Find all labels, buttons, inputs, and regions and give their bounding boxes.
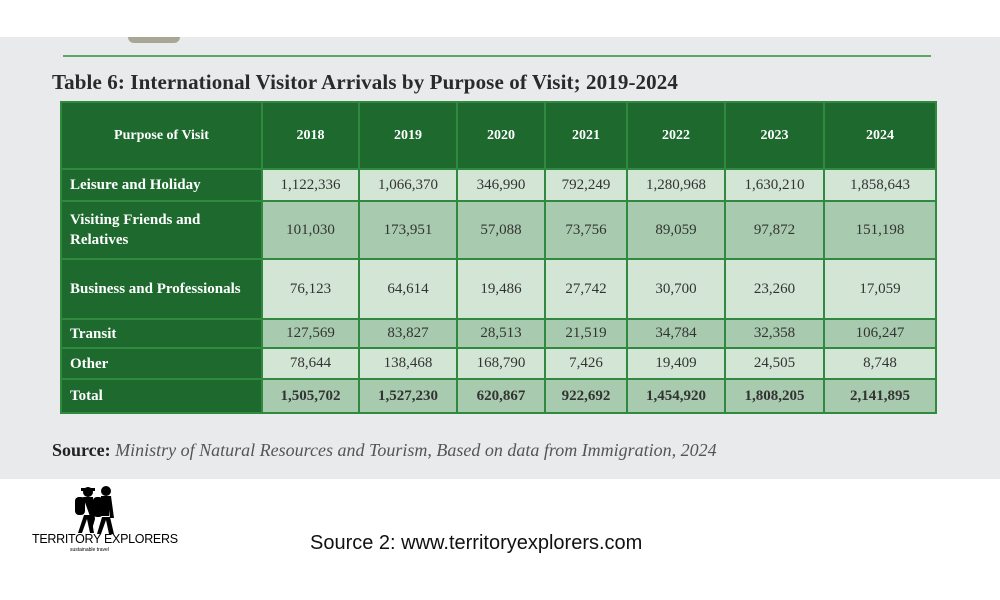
column-header: 2024 — [825, 103, 935, 168]
table-cell: 2,141,895 — [825, 380, 935, 412]
table-row: Total 1,505,702 1,527,230 620,867 922,692 1,4… — [62, 380, 935, 412]
document-scan: Table 6: International Visitor Arrivals … — [0, 37, 1000, 479]
hikers-logo-icon — [75, 486, 114, 534]
table-cell: 922,692 — [546, 380, 626, 412]
column-header: 2020 — [458, 103, 544, 168]
table-cell: 21,519 — [546, 320, 626, 347]
table-cell: 127,569 — [263, 320, 358, 347]
table-cell: 1,066,370 — [360, 170, 456, 200]
row-label: Other — [62, 349, 261, 378]
table-cell: 78,644 — [263, 349, 358, 378]
header-row: Purpose of Visit 2018 2019 2020 2021 202… — [62, 103, 935, 168]
table-cell: 7,426 — [546, 349, 626, 378]
table-cell: 23,260 — [726, 260, 823, 318]
source-note: Source: Ministry of Natural Resources an… — [52, 440, 717, 461]
table-cell: 1,454,920 — [628, 380, 724, 412]
table-cell: 73,756 — [546, 202, 626, 258]
table-cell: 106,247 — [825, 320, 935, 347]
table-row: Transit 127,569 83,827 28,513 21,519 34,784 32… — [62, 320, 935, 347]
table-row: Business and Professionals 76,123 64,614 19… — [62, 260, 935, 318]
table-cell: 76,123 — [263, 260, 358, 318]
row-label: Leisure and Holiday — [62, 170, 261, 200]
row-label: Transit — [62, 320, 261, 347]
source-2-caption: Source 2: www.territoryexplorers.com — [310, 532, 643, 554]
source-label: Source: — [52, 440, 111, 460]
table-cell: 97,872 — [726, 202, 823, 258]
table-cell: 173,951 — [360, 202, 456, 258]
logo-tagline: sustainable travel — [70, 547, 109, 553]
table-cell: 34,784 — [628, 320, 724, 347]
column-header: 2021 — [546, 103, 626, 168]
row-label: Total — [62, 380, 261, 412]
divider — [63, 55, 931, 57]
table-cell: 57,088 — [458, 202, 544, 258]
table-cell: 83,827 — [360, 320, 456, 347]
column-header: 2018 — [263, 103, 358, 168]
table-cell: 101,030 — [263, 202, 358, 258]
table-cell: 28,513 — [458, 320, 544, 347]
table-cell: 168,790 — [458, 349, 544, 378]
table-cell: 24,505 — [726, 349, 823, 378]
table-cell: 1,505,702 — [263, 380, 358, 412]
visitor-arrivals-table: Purpose of Visit 2018 2019 2020 2021 202… — [60, 101, 937, 414]
table-cell: 792,249 — [546, 170, 626, 200]
table-row: Visiting Friends and Relatives 101,030 173… — [62, 202, 935, 258]
row-label: Business and Professionals — [62, 260, 261, 318]
table-cell: 1,527,230 — [360, 380, 456, 412]
table-cell: 27,742 — [546, 260, 626, 318]
seal-emblem-icon — [128, 37, 180, 43]
table-cell: 1,630,210 — [726, 170, 823, 200]
table-row: Leisure and Holiday 1,122,336 1,066,370 346… — [62, 170, 935, 200]
table-cell: 30,700 — [628, 260, 724, 318]
table-cell: 1,122,336 — [263, 170, 358, 200]
table-cell: 32,358 — [726, 320, 823, 347]
table-cell: 89,059 — [628, 202, 724, 258]
table-title: Table 6: International Visitor Arrivals … — [52, 70, 678, 94]
source-text: Ministry of Natural Resources and Touris… — [115, 440, 717, 460]
table-cell: 346,990 — [458, 170, 544, 200]
table-cell: 1,858,643 — [825, 170, 935, 200]
table-cell: 64,614 — [360, 260, 456, 318]
column-header: 2022 — [628, 103, 724, 168]
table-cell: 19,486 — [458, 260, 544, 318]
column-header: 2023 — [726, 103, 823, 168]
table-cell: 138,468 — [360, 349, 456, 378]
table-cell: 8,748 — [825, 349, 935, 378]
table-cell: 151,198 — [825, 202, 935, 258]
column-header: 2019 — [360, 103, 456, 168]
logo-text: TERRITORY EXPLORERS — [32, 532, 178, 546]
table-cell: 19,409 — [628, 349, 724, 378]
table-row: Other 78,644 138,468 168,790 7,426 19,409 24,5… — [62, 349, 935, 378]
table-cell: 17,059 — [825, 260, 935, 318]
table-cell: 620,867 — [458, 380, 544, 412]
column-header: Purpose of Visit — [62, 103, 261, 168]
table-cell: 1,280,968 — [628, 170, 724, 200]
row-label: Visiting Friends and Relatives — [62, 202, 261, 258]
table-cell: 1,808,205 — [726, 380, 823, 412]
